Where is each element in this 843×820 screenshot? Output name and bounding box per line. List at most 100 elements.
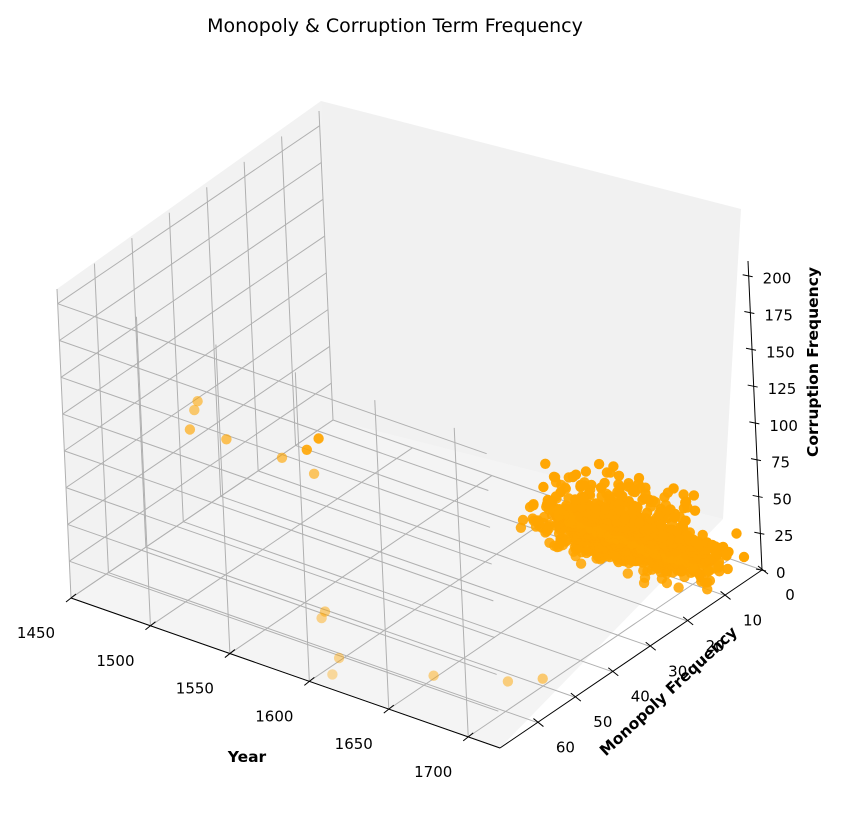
scatter-point xyxy=(538,481,549,493)
gridline-z-back-wall xyxy=(64,272,327,452)
x-tick-mark xyxy=(145,621,156,631)
scatter-point xyxy=(634,517,645,529)
scatter-point xyxy=(313,433,324,444)
scatter-point xyxy=(586,479,597,491)
z-tick-label: 25 xyxy=(774,527,793,545)
scatter-point xyxy=(722,563,733,575)
y-tick-label: 40 xyxy=(631,688,650,706)
scatter-point xyxy=(428,670,439,681)
right-back-pane xyxy=(321,101,741,519)
x-tick-mark xyxy=(383,704,395,714)
gridline-z-left-wall xyxy=(67,523,497,675)
z-tick-label: 125 xyxy=(768,380,797,398)
x-tick-label: 1550 xyxy=(176,680,214,698)
scatter-point xyxy=(308,468,320,479)
scatter-point xyxy=(656,519,667,531)
scatter-point xyxy=(544,537,555,548)
scatter-point xyxy=(502,676,514,687)
gridline-z-back-wall xyxy=(69,382,332,562)
scatter-point xyxy=(524,501,536,513)
scatter-point xyxy=(638,565,649,576)
chart-title: Monopoly & Corruption Term Frequency xyxy=(207,15,583,37)
z-tick-mark xyxy=(742,274,753,278)
y-tick-label: 30 xyxy=(668,662,687,680)
scatter-point xyxy=(575,558,587,569)
scatter-point xyxy=(570,469,582,480)
scatter-point xyxy=(671,525,683,537)
scatter-point xyxy=(578,492,589,504)
y-tick-label: 60 xyxy=(556,739,575,757)
x-tick-label: 1600 xyxy=(255,707,293,725)
scatter-point xyxy=(593,458,605,470)
scatter-point xyxy=(721,550,732,561)
scatter-point xyxy=(710,545,721,557)
y-tick-label: 20 xyxy=(706,637,725,655)
z-tick-label: 150 xyxy=(766,343,795,361)
x-tick-mark xyxy=(224,649,236,658)
gridline-z-back-wall xyxy=(62,235,325,415)
gridline-z-left-wall xyxy=(59,340,489,491)
scatter-point xyxy=(549,472,561,483)
scatter-point xyxy=(580,466,592,477)
z-tick-mark xyxy=(750,458,762,462)
scatter-point xyxy=(599,477,610,489)
gridline-y-floor xyxy=(183,521,613,673)
scatter-point xyxy=(333,652,345,664)
scatter-point xyxy=(192,396,203,407)
z-tick-mark xyxy=(745,347,757,351)
gridline-z-back-wall xyxy=(57,125,320,305)
z-tick-label: 50 xyxy=(773,490,792,508)
x-tick-mark xyxy=(462,732,474,742)
scatter-point xyxy=(546,496,557,507)
x-tick-label: 1450 xyxy=(17,624,55,642)
scatter-point xyxy=(658,530,669,542)
scatter-point xyxy=(301,444,312,455)
z-tick-mark xyxy=(747,384,758,388)
x-tick-mark xyxy=(304,676,315,686)
y-tick-label: 0 xyxy=(785,586,795,604)
scatter-point xyxy=(608,461,619,472)
y-axis-line xyxy=(499,569,763,749)
gridline-z-back-wall xyxy=(70,419,334,599)
y-tick-mark xyxy=(607,667,619,677)
gridline-z-left-wall xyxy=(65,487,496,639)
y-tick-mark xyxy=(570,692,582,702)
gridlines xyxy=(56,110,763,749)
tick-labels: 1450 1500 1550 1600 1650 1700 0 10 20 30 40 50 60 0 25… xyxy=(17,270,798,781)
y-tick-mark xyxy=(682,616,694,626)
z-tick-mark xyxy=(754,531,765,535)
gridline-z-back-wall xyxy=(67,346,330,525)
gridline-y-floor xyxy=(220,495,650,647)
scatter-point xyxy=(689,505,701,516)
scatter-point xyxy=(327,669,338,680)
scatter-point xyxy=(688,490,700,501)
axes xyxy=(65,260,769,749)
left-back-pane xyxy=(57,101,333,598)
z-tick-mark xyxy=(749,421,760,425)
scatter-point xyxy=(643,494,655,505)
gridline-x-floor xyxy=(467,558,731,738)
gridline-y-floor xyxy=(108,572,538,724)
y-tick-mark xyxy=(720,591,731,600)
scatter-point xyxy=(589,503,601,514)
x-axis-label: Year xyxy=(227,748,267,766)
scatter-point xyxy=(540,458,551,469)
scatter-point xyxy=(628,485,639,496)
scatter-point xyxy=(642,524,654,535)
gridline-z-back-wall xyxy=(59,162,322,341)
scatter-point xyxy=(599,504,611,515)
scatter-point xyxy=(550,520,562,531)
gridline-z-left-wall xyxy=(64,450,494,602)
y-tick-mark xyxy=(645,641,657,651)
y-tick-label: 50 xyxy=(593,713,612,731)
x-tick-label: 1500 xyxy=(96,652,134,670)
scatter-point xyxy=(276,452,288,463)
scatter-point xyxy=(653,511,665,522)
scatter-point xyxy=(517,514,529,526)
gridline-z-left-wall xyxy=(62,413,492,565)
scatter-point xyxy=(319,606,331,617)
z-tick-label: 200 xyxy=(763,270,792,288)
x-tick-mark xyxy=(65,593,77,603)
scatter-point xyxy=(668,483,679,494)
